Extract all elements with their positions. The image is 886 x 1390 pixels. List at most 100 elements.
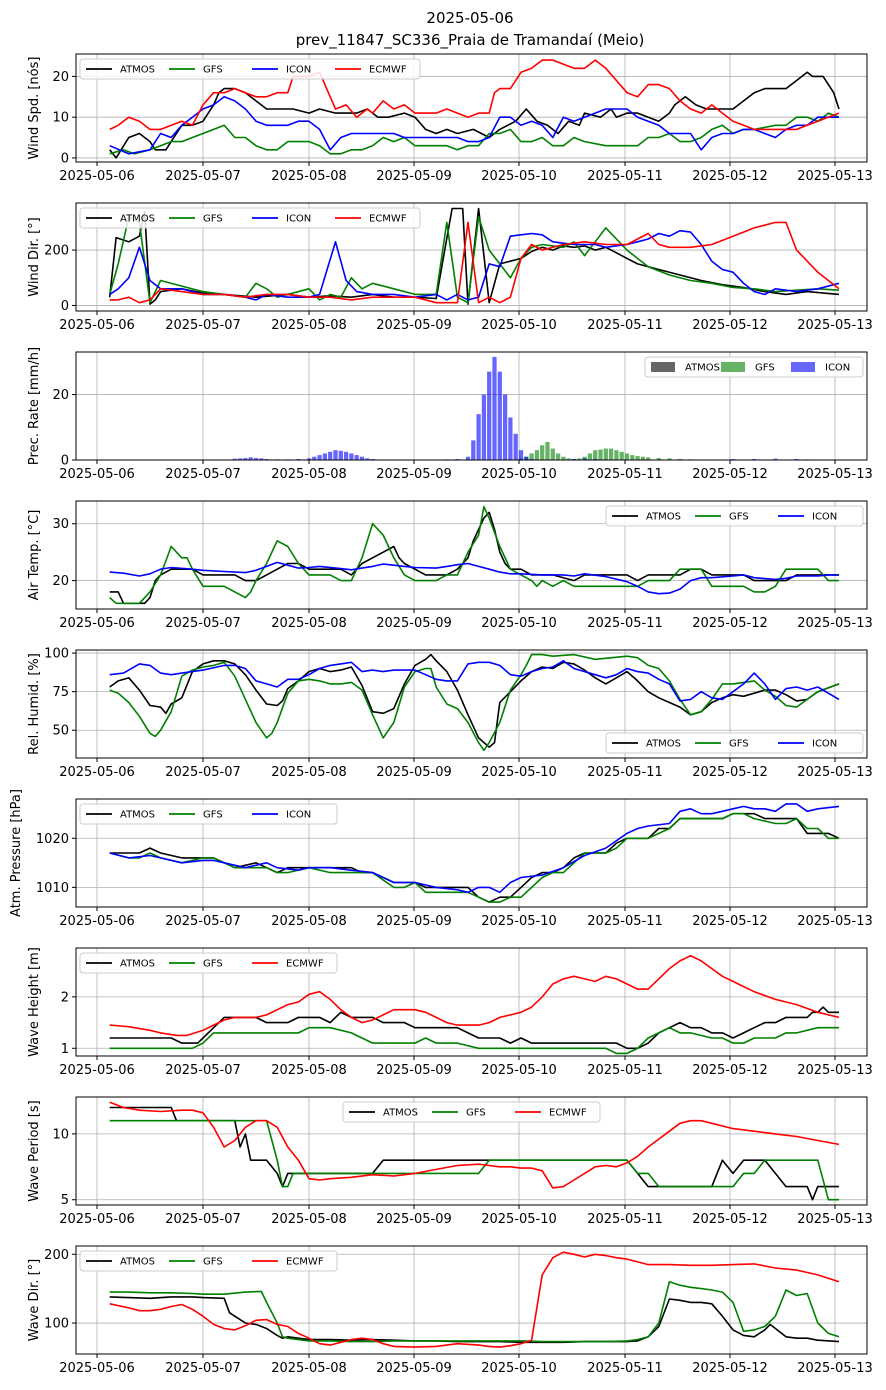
legend: ATMOS GFS ECMWF: [79, 952, 338, 974]
x-tick-label: 2025-05-12: [692, 1361, 768, 1376]
x-tick-label: 2025-05-09: [376, 1361, 452, 1376]
plot-area: [109, 1101, 840, 1201]
x-tick-label: 2025-05-07: [165, 1063, 241, 1078]
y-tick-label: 0: [61, 299, 69, 314]
series-line-icon: [109, 561, 839, 595]
x-tick-label: 2025-05-12: [692, 616, 768, 631]
y-tick-label: 200: [44, 244, 69, 259]
x-tick-label: 2025-05-11: [587, 1361, 663, 1376]
series-line-gfs: [109, 653, 840, 752]
y-tick-label: 50: [52, 724, 69, 739]
y-axis-label: Wave Period [s]: [27, 1100, 42, 1201]
x-tick-label: 2025-05-11: [587, 467, 663, 482]
panel-5: 2025-05-06 2025-05-07 2025-05-08 2025-05-09…: [27, 647, 873, 780]
legend-label-atmos: ATMOS: [646, 739, 681, 750]
legend: ATMOS GFS ICON: [79, 803, 338, 825]
x-tick-label: 2025-05-06: [59, 318, 135, 333]
legend-label-atmos: ATMOS: [120, 1257, 155, 1268]
x-tick-label: 2025-05-07: [165, 467, 241, 482]
bar-gfs: [624, 453, 630, 460]
bar-gfs: [566, 458, 571, 460]
bar-gfs: [550, 448, 555, 460]
legend-box: [79, 58, 421, 80]
y-axis-label: Prec. Rate [mm/h]: [27, 347, 42, 465]
x-tick-label: 2025-05-11: [587, 914, 663, 929]
series-line-gfs: [109, 812, 839, 903]
y-tick-label: 10: [52, 1127, 69, 1142]
bar-icon: [349, 453, 354, 460]
bar-icon: [502, 394, 508, 460]
x-tick-label: 2025-05-13: [797, 1361, 873, 1376]
legend-label-icon: ICON: [825, 363, 850, 374]
legend-label-gfs: GFS: [729, 512, 749, 523]
bar-icon: [497, 371, 502, 460]
plot-area: [109, 803, 840, 903]
plot-area: [109, 59, 840, 159]
series-line-ecmwf: [109, 1101, 840, 1189]
y-tick-label: 75: [52, 685, 69, 700]
x-tick-label: 2025-05-07: [165, 616, 241, 631]
bar-gfs: [656, 458, 661, 460]
panel-9: 2025-05-06 2025-05-07 2025-05-08 2025-05-09…: [27, 1245, 873, 1376]
plot-area: [109, 653, 840, 752]
legend-label-gfs: GFS: [203, 810, 223, 821]
x-tick-label: 2025-05-11: [587, 1063, 663, 1078]
series-line-ecmwf: [109, 954, 840, 1037]
panel-3: 2025-05-06 2025-05-07 2025-05-08 2025-05-09…: [27, 347, 873, 482]
bar-icon: [248, 457, 253, 460]
x-tick-label: 2025-05-09: [376, 1063, 452, 1078]
axes-frame: [75, 500, 868, 610]
x-tick-label: 2025-05-12: [692, 1212, 768, 1227]
series-line-ecmwf: [109, 59, 840, 131]
bar-icon: [465, 456, 471, 460]
x-tick-label: 2025-05-09: [376, 169, 452, 184]
legend-box: [79, 207, 421, 229]
x-tick-label: 2025-05-06: [59, 1361, 135, 1376]
bar-gfs: [545, 442, 550, 460]
series-line-ecmwf: [109, 1251, 840, 1348]
plot-area: [232, 356, 810, 460]
y-tick-label: 30: [52, 517, 69, 532]
y-tick-label: 1020: [36, 832, 69, 847]
y-axis-label: Wave Height [m]: [27, 947, 42, 1057]
axes-frame: [75, 649, 868, 759]
bar-icon: [773, 458, 778, 460]
x-tick-label: 2025-05-06: [59, 765, 135, 780]
x-tick-label: 2025-05-09: [376, 318, 452, 333]
bar-gfs: [598, 449, 603, 460]
bar-gfs: [534, 450, 540, 460]
x-tick-label: 2025-05-07: [165, 1361, 241, 1376]
x-tick-label: 2025-05-06: [59, 467, 135, 482]
x-tick-label: 2025-05-08: [271, 1212, 347, 1227]
legend-label-icon: ICON: [812, 739, 837, 750]
legend-swatch-icon: [791, 362, 815, 372]
y-axis-label: Air Temp. [°C]: [27, 510, 42, 601]
y-axis-label: Atm. Pressure [hPa]: [9, 789, 24, 917]
y-tick-label: 20: [52, 574, 69, 589]
legend-label-ecmwf: ECMWF: [286, 1257, 324, 1268]
bar-gfs: [608, 448, 614, 460]
bar-icon: [518, 450, 524, 460]
x-tick-label: 2025-05-13: [797, 467, 873, 482]
x-tick-label: 2025-05-13: [797, 1063, 873, 1078]
legend: ATMOS GFS ICON ECMWF: [79, 207, 421, 229]
legend-label-icon: ICON: [286, 65, 311, 76]
bar-icon: [338, 450, 343, 460]
y-tick-label: 2: [61, 990, 69, 1005]
series-line-icon: [109, 803, 840, 894]
x-tick-label: 2025-05-06: [59, 1212, 135, 1227]
y-tick-label: 1010: [36, 881, 69, 896]
y-tick-label: 1: [61, 1042, 69, 1057]
legend: ATMOS GFS ECMWF: [79, 1250, 338, 1272]
plot-area: [109, 505, 839, 605]
legend-label-gfs: GFS: [755, 363, 775, 374]
legend-label-atmos: ATMOS: [383, 1108, 418, 1119]
series-line-atmos: [109, 1106, 839, 1201]
legend: ATMOS GFS ICON: [644, 356, 864, 378]
legend-box: [605, 732, 864, 754]
figure-title-station: prev_11847_SC336_Praia de Tramandaí (Mei…: [296, 31, 645, 50]
legend-label-atmos: ATMOS: [685, 363, 720, 374]
y-axis-label: Wind Dir. [°]: [27, 217, 42, 297]
y-tick-label: 10: [52, 111, 69, 126]
